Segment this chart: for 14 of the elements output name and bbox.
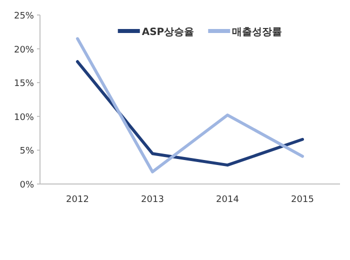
y-tick-label: 0% <box>20 180 34 190</box>
y-tick-label: 5% <box>20 146 34 157</box>
x-tick-label: 2013 <box>141 195 164 205</box>
x-tick-label: 2014 <box>216 195 240 205</box>
x-tick-label: 2015 <box>291 195 314 205</box>
y-tick-label: 20% <box>14 45 34 56</box>
line-series <box>76 60 304 167</box>
x-tick-label: 2012 <box>66 195 89 205</box>
y-tick-label: 25% <box>14 12 34 22</box>
y-tick-label: 15% <box>14 79 34 90</box>
line-series <box>76 37 304 174</box>
legend-label: ASP상승율 <box>142 27 194 38</box>
legend-label: 매출성장률 <box>232 27 282 38</box>
y-tick-label: 10% <box>14 112 34 123</box>
